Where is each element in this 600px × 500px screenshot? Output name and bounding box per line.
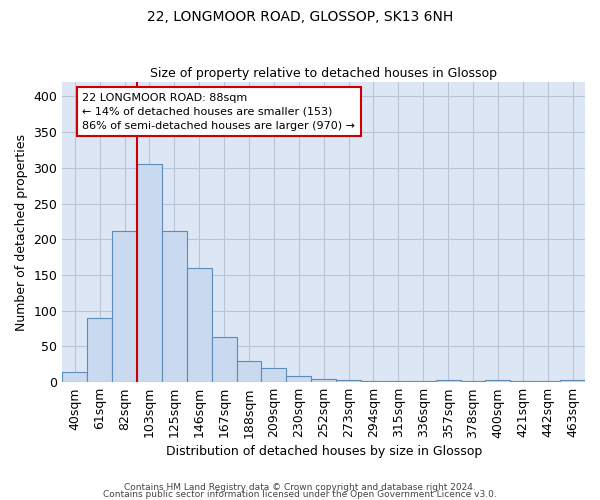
X-axis label: Distribution of detached houses by size in Glossop: Distribution of detached houses by size … [166,444,482,458]
Bar [386,381,411,382]
Bar [187,268,212,382]
Bar [62,372,87,382]
Text: Contains HM Land Registry data © Crown copyright and database right 2024.: Contains HM Land Registry data © Crown c… [124,484,476,492]
Bar [137,164,162,382]
Y-axis label: Number of detached properties: Number of detached properties [15,134,28,330]
Bar [262,368,286,382]
Bar [485,380,511,382]
Bar [87,318,112,382]
Bar [560,380,585,382]
Bar [336,380,361,382]
Bar [311,378,336,382]
Bar [162,232,187,382]
Bar [461,381,485,382]
Text: Contains public sector information licensed under the Open Government Licence v3: Contains public sector information licen… [103,490,497,499]
Title: Size of property relative to detached houses in Glossop: Size of property relative to detached ho… [150,66,497,80]
Bar [236,361,262,382]
Bar [286,376,311,382]
Bar [212,337,236,382]
Text: 22 LONGMOOR ROAD: 88sqm
← 14% of detached houses are smaller (153)
86% of semi-d: 22 LONGMOOR ROAD: 88sqm ← 14% of detache… [82,93,355,131]
Bar [112,232,137,382]
Bar [436,380,461,382]
Text: 22, LONGMOOR ROAD, GLOSSOP, SK13 6NH: 22, LONGMOOR ROAD, GLOSSOP, SK13 6NH [147,10,453,24]
